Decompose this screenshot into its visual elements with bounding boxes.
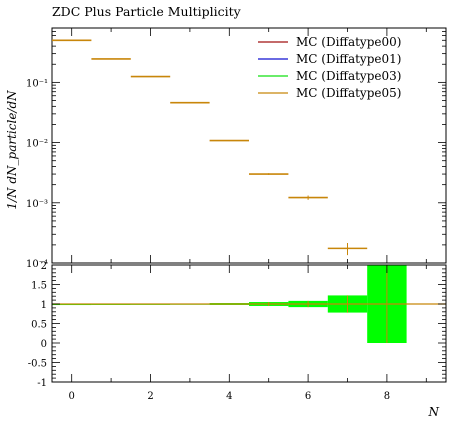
ratio-y-tick-label: 1.5: [31, 281, 47, 292]
chart-title: ZDC Plus Particle Multiplicity: [52, 4, 242, 19]
x-tick-label: 4: [226, 391, 232, 402]
legend-entry: MC (Diffatype01): [296, 52, 401, 66]
y-tick-label: 10⁻²: [26, 139, 48, 150]
y-tick-label: 10⁻³: [26, 199, 48, 210]
legend: MC (Diffatype00) MC (Diffatype01) MC (Diff…: [258, 35, 401, 100]
x-tick-label: 8: [384, 391, 390, 402]
x-axis-label: N: [428, 405, 440, 419]
legend-entry: MC (Diffatype00): [296, 35, 401, 49]
ratio-y-tick-label: 0: [41, 339, 47, 350]
y-tick-label: 10⁻⁴: [26, 259, 48, 270]
ratio-y-tick-label: 1: [41, 300, 47, 311]
x-tick-label: 0: [69, 391, 75, 402]
legend-entry: MC (Diffatype03): [296, 69, 401, 83]
ratio-panel: -1 -0.5 0 0.5 1 1.5 2 0 2 4 6 8: [28, 261, 447, 402]
x-tick-label: 2: [147, 391, 153, 402]
x-tick-label: 6: [305, 391, 311, 402]
ratio-y-tick-label: -1: [37, 378, 47, 389]
y-tick-label: 10⁻¹: [26, 78, 48, 89]
ratio-y-tick-label: 2: [41, 261, 47, 272]
y-axis-label: 1/N dN_particle/dN: [5, 90, 19, 210]
main-panel: 10⁻⁴ 10⁻³ 10⁻² 10⁻¹: [26, 27, 447, 270]
legend-entry: MC (Diffatype05): [296, 86, 401, 100]
ratio-y-tick-label: -0.5: [28, 359, 47, 370]
ratio-y-tick-label: 0.5: [31, 320, 47, 331]
